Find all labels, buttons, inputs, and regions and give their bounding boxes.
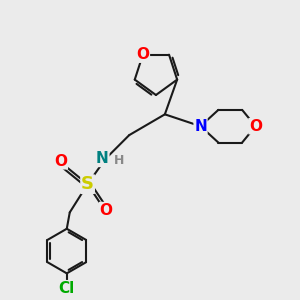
Text: O: O <box>100 202 112 217</box>
Text: S: S <box>81 175 94 193</box>
Text: H: H <box>114 154 124 167</box>
Text: N: N <box>96 152 109 166</box>
Text: O: O <box>249 119 262 134</box>
Text: O: O <box>54 154 67 169</box>
Text: N: N <box>194 119 207 134</box>
Text: Cl: Cl <box>59 281 75 296</box>
Text: O: O <box>136 47 149 62</box>
